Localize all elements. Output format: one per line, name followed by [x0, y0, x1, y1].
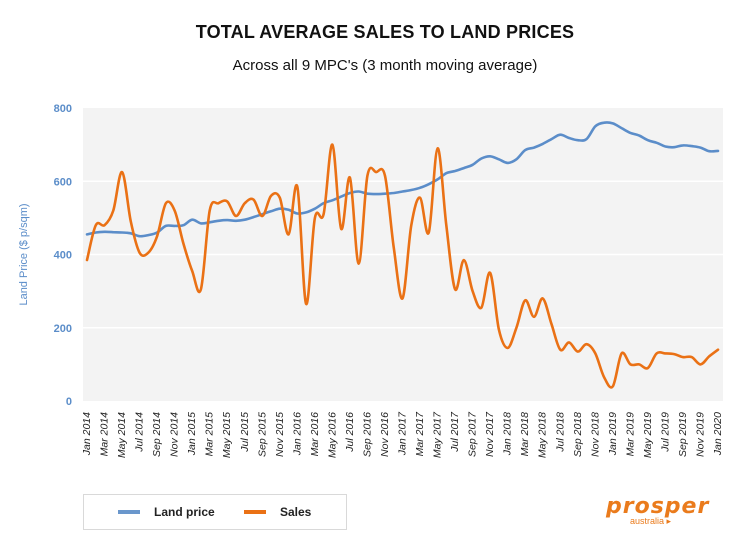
x-tick-label: Sep 2017	[467, 411, 479, 457]
x-tick-label: May 2014	[116, 412, 128, 458]
x-tick-label: Nov 2014	[169, 412, 181, 457]
x-tick-label: Nov 2017	[484, 411, 496, 457]
legend-label-sales: Sales	[280, 505, 312, 519]
x-tick-label: Jan 2015	[186, 412, 198, 456]
chart-subtitle: Across all 9 MPC's (3 month moving avera…	[232, 57, 538, 74]
x-tick-label: Jul 2015	[239, 412, 251, 453]
y-axis-label: Land Price ($ p/sqm)	[18, 203, 30, 305]
y-tick-label: 200	[54, 323, 72, 335]
y-tick-label: 800	[54, 103, 72, 115]
chart-title: TOTAL AVERAGE SALES TO LAND PRICES	[195, 22, 575, 42]
x-tick-label: Sep 2015	[256, 412, 268, 457]
x-tick-label: Mar 2015	[204, 412, 216, 457]
x-tick-label: Mar 2019	[624, 412, 636, 457]
line-chart: 0 200 400 600 800 Land Price ($ p/sqm) Jan 201…	[18, 103, 724, 458]
x-tick-label: May 2017	[432, 411, 444, 458]
play-arrow-icon: ▸	[666, 516, 672, 526]
x-tick-label: Jan 2019	[607, 412, 619, 456]
x-tick-label: Jan 2020	[712, 412, 724, 456]
x-tick-label: Jul 2019	[659, 412, 671, 453]
x-tick-label: Nov 2015	[274, 412, 286, 457]
x-tick-label: Jan 2014	[81, 412, 93, 456]
x-tick-label: Sep 2018	[572, 412, 584, 457]
logo-subtext-label: australia	[630, 516, 665, 526]
x-tick-label: May 2016	[326, 412, 338, 458]
x-tick-label: Nov 2019	[694, 412, 706, 457]
x-tick-label: Nov 2018	[589, 412, 601, 457]
x-tick-label: Jan 2017	[397, 411, 409, 456]
x-tick-label: Jan 2016	[291, 412, 303, 456]
x-tick-label: Nov 2016	[379, 412, 391, 457]
x-tick-label: Jul 2014	[134, 412, 146, 453]
x-tick-label: Jul 2016	[344, 412, 356, 453]
series-line-land-price	[85, 121, 720, 238]
x-tick-label: Sep 2019	[677, 412, 689, 457]
y-tick-label: 0	[66, 396, 72, 408]
x-tick-label: Jan 2018	[502, 412, 514, 456]
x-tick-label: Sep 2016	[361, 412, 373, 457]
x-tick-label: Sep 2014	[151, 412, 163, 457]
x-tick-label: Jul 2018	[554, 412, 566, 453]
x-tick-label: May 2015	[221, 412, 233, 458]
legend-item-land-price: Land price	[118, 505, 215, 519]
legend-label-land-price: Land price	[154, 505, 215, 519]
y-tick-label: 400	[54, 250, 72, 262]
legend: Land price Sales	[83, 494, 347, 530]
legend-swatch-sales	[244, 510, 266, 514]
prosper-logo: prosper australia ▸	[606, 494, 722, 531]
logo-wordmark: prosper	[606, 494, 710, 519]
x-tick-label: Mar 2017	[414, 411, 426, 457]
x-tick-label: Jul 2017	[449, 411, 461, 453]
y-tick-label: 600	[54, 176, 72, 188]
series-line-sales	[85, 143, 720, 389]
legend-swatch-land-price	[118, 510, 140, 514]
x-tick-label: Mar 2014	[99, 412, 111, 457]
x-tick-label: May 2018	[537, 412, 549, 458]
x-tick-label: Mar 2018	[519, 412, 531, 457]
logo-subtext: australia ▸	[630, 516, 671, 527]
x-tick-label: Mar 2016	[309, 412, 321, 457]
x-tick-label: May 2019	[642, 412, 654, 458]
legend-item-sales: Sales	[244, 505, 311, 519]
